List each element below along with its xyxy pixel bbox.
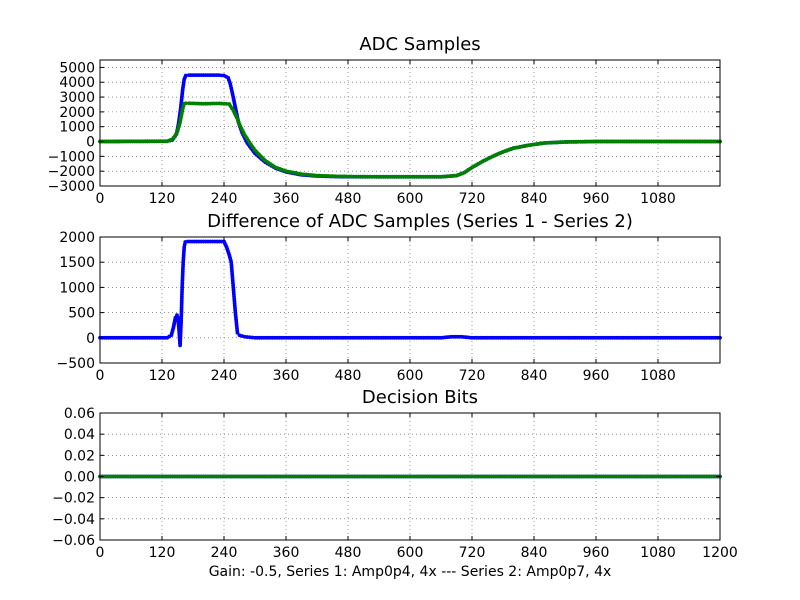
x-tick-label: 1200 xyxy=(702,545,738,561)
x-tick-label: 1080 xyxy=(640,368,676,384)
chart-panel-1: 0 120 240 360 480 600 720 840 960 1080 −3000−2000−… xyxy=(48,34,722,207)
plot-area xyxy=(100,60,720,186)
y-tick-label: 0.06 xyxy=(64,406,95,422)
y-tick-label: −1000 xyxy=(48,149,95,165)
x-tick-label: 1080 xyxy=(640,191,676,207)
y-tick-label: 2000 xyxy=(59,230,95,246)
y-tick-label: 0 xyxy=(86,331,95,347)
panel-title: ADC Samples xyxy=(359,34,480,55)
x-tick-label: 960 xyxy=(583,368,610,384)
y-tick-label: 1000 xyxy=(59,280,95,296)
y-tick-label: 0.00 xyxy=(64,470,95,486)
x-tick-label: 960 xyxy=(583,545,610,561)
y-tick-label: 500 xyxy=(68,306,95,322)
panel-title: Decision Bits xyxy=(362,387,478,408)
series-1 xyxy=(98,239,722,348)
x-tick-label: 240 xyxy=(211,545,238,561)
x-tick-label: 480 xyxy=(335,191,362,207)
x-tick-label: 720 xyxy=(459,191,486,207)
y-tick-label: 5000 xyxy=(59,60,95,76)
y-tick-label: 0 xyxy=(86,135,95,151)
x-tick-label: 240 xyxy=(211,191,238,207)
chart-panel-3: 0 120 240 360 480 600 720 840 960 1080 1200 −0.06 −0… xyxy=(52,387,738,561)
y-tick-label: 2000 xyxy=(59,105,95,121)
y-tick-label: 4000 xyxy=(59,75,95,91)
y-tick-label: −500 xyxy=(57,356,95,372)
plot-area xyxy=(100,237,720,363)
x-tick-label: 480 xyxy=(335,368,362,384)
x-tick-label: 0 xyxy=(96,191,105,207)
x-tick-label: 840 xyxy=(521,191,548,207)
x-tick-label: 120 xyxy=(149,368,176,384)
series-2 xyxy=(98,474,722,479)
y-tick-label: −0.06 xyxy=(52,533,95,549)
x-tick-label: 840 xyxy=(521,545,548,561)
figure-caption: Gain: -0.5, Series 1: Amp0p4, 4x --- Ser… xyxy=(209,564,612,580)
x-tick-label: 360 xyxy=(273,545,300,561)
x-tick-label: 600 xyxy=(397,191,424,207)
y-tick-label: 3000 xyxy=(59,90,95,106)
x-tick-label: 840 xyxy=(521,368,548,384)
x-tick-label: 1080 xyxy=(640,545,676,561)
panels: 0 120 240 360 480 600 720 840 960 1080−3000−2000−… xyxy=(48,34,738,561)
x-tick-label: 0 xyxy=(96,545,105,561)
x-tick-label: 720 xyxy=(459,368,486,384)
y-tick-label: 0.04 xyxy=(64,427,95,443)
y-tick-label: −0.04 xyxy=(52,512,95,528)
x-tick-label: 0 xyxy=(96,368,105,384)
panel-title: Difference of ADC Samples (Series 1 - Se… xyxy=(207,211,633,232)
x-tick-label: 720 xyxy=(459,545,486,561)
series-2 xyxy=(98,101,722,179)
x-tick-label: 240 xyxy=(211,368,238,384)
y-tick-label: −2000 xyxy=(48,164,95,180)
x-tick-label: 360 xyxy=(273,368,300,384)
y-tick-label: 1500 xyxy=(59,255,95,271)
data-point xyxy=(235,330,240,335)
data-point xyxy=(183,73,188,78)
x-tick-label: 480 xyxy=(335,545,362,561)
y-tick-label: −3000 xyxy=(48,179,95,195)
x-tick-label: 120 xyxy=(149,545,176,561)
x-tick-label: 360 xyxy=(273,191,300,207)
x-tick-label: 960 xyxy=(583,191,610,207)
y-tick-label: 1000 xyxy=(59,120,95,136)
x-tick-label: 600 xyxy=(397,545,424,561)
y-tick-label: −0.02 xyxy=(52,491,95,507)
y-tick-label: 0.02 xyxy=(64,448,95,464)
x-tick-label: 120 xyxy=(149,191,176,207)
chart-panel-2: 0 120 240 360 480 600 720 840 960 1080−5000500100… xyxy=(57,211,722,384)
x-tick-label: 600 xyxy=(397,368,424,384)
data-point xyxy=(183,101,188,106)
